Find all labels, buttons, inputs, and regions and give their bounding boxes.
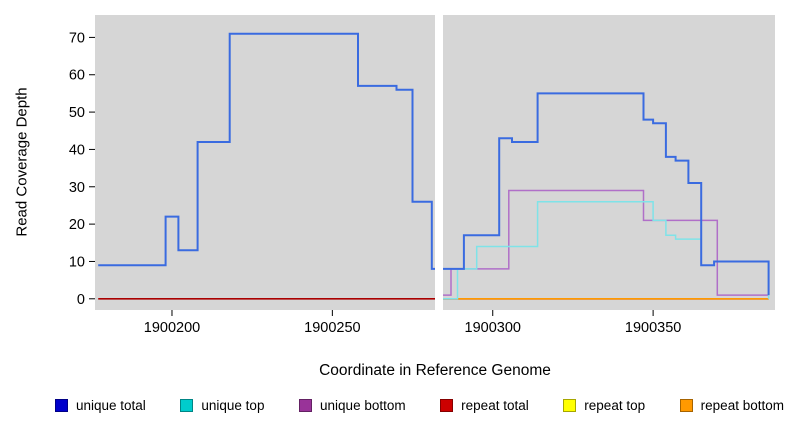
legend-label: unique total: [76, 398, 146, 413]
series-line-unique-total: [443, 92, 770, 296]
legend-swatch-icon: [55, 399, 68, 412]
y-tick-label: 50: [69, 105, 85, 121]
legend-item-repeat-bottom: repeat bottom: [679, 398, 784, 413]
series-line-unique-bottom: [443, 189, 769, 296]
masked-region: [435, 15, 444, 310]
legend-swatch-icon: [299, 399, 313, 412]
legend: unique total unique top unique bottom repea…: [55, 398, 784, 413]
series-line-unique-total: [98, 32, 435, 270]
series-group: [98, 32, 770, 300]
y-tick-label: 0: [77, 292, 85, 308]
legend-label: unique top: [201, 398, 265, 413]
y-tick-label: 40: [69, 142, 85, 158]
legend-swatch-icon: [180, 399, 194, 412]
legend-label: unique bottom: [320, 398, 406, 413]
legend-label: repeat total: [461, 398, 529, 413]
legend-item-unique-total: unique total: [55, 398, 146, 413]
y-tick-label: 10: [69, 254, 85, 270]
legend-swatch-icon: [679, 399, 693, 412]
y-tick-label: 30: [69, 180, 85, 196]
x-tick-label: 1900200: [144, 320, 200, 336]
x-tick-label: 1900250: [304, 320, 360, 336]
y-tick-label: 60: [69, 68, 85, 84]
legend-item-unique-bottom: unique bottom: [299, 398, 406, 413]
legend-item-repeat-total: repeat total: [440, 398, 529, 413]
x-axis-label: Coordinate in Reference Genome: [319, 362, 551, 379]
legend-item-unique-top: unique top: [180, 398, 264, 413]
legend-item-repeat-top: repeat top: [563, 398, 645, 413]
x-tick-label: 1900350: [625, 320, 681, 336]
y-tick-label: 20: [69, 217, 85, 233]
y-axis-label: Read Coverage Depth: [13, 87, 31, 237]
legend-label: repeat bottom: [700, 398, 784, 413]
x-tick-label: 1900300: [465, 320, 521, 336]
legend-label: repeat top: [584, 398, 646, 413]
legend-swatch-icon: [563, 399, 577, 412]
y-tick-label: 70: [69, 30, 85, 46]
legend-swatch-icon: [440, 399, 454, 412]
